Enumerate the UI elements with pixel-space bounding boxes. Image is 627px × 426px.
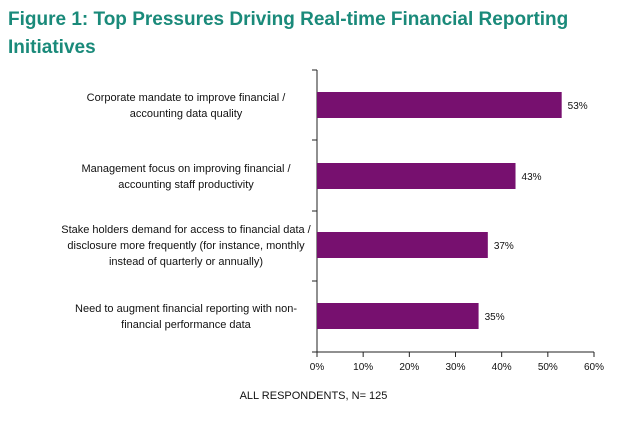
category-label-2: Stake holders demand for access to finan… xyxy=(61,224,311,268)
bar-0 xyxy=(317,92,562,118)
category-label-2-line-0: Stake holders demand for access to finan… xyxy=(61,224,311,236)
category-label-2-line-2: instead of quarterly or annually) xyxy=(109,256,263,268)
value-label-2: 37% xyxy=(494,241,514,252)
chart-title-line-2: Initiatives xyxy=(8,37,96,58)
value-label-1: 43% xyxy=(522,172,542,183)
value-label-3: 35% xyxy=(485,312,505,323)
x-tick-label-2: 20% xyxy=(399,362,419,373)
bar-2 xyxy=(317,232,488,258)
category-label-1-line-1: accounting staff productivity xyxy=(118,179,254,191)
value-label-0: 53% xyxy=(568,101,588,112)
category-label-1-line-0: Management focus on improving financial … xyxy=(81,163,291,175)
category-label-0-line-1: accounting data quality xyxy=(130,108,243,120)
chart-title: Figure 1: Top Pressures Driving Real-tim… xyxy=(8,6,608,62)
x-tick-label-4: 40% xyxy=(492,362,512,373)
category-label-3-line-0: Need to augment financial reporting with… xyxy=(75,303,297,315)
chart-title-line-1: Figure 1: Top Pressures Driving Real-tim… xyxy=(8,9,569,30)
category-label-0-line-0: Corporate mandate to improve financial / xyxy=(87,92,287,104)
respondents-note: ALL RESPONDENTS, N= 125 xyxy=(239,390,388,402)
x-tick-label-3: 30% xyxy=(445,362,465,373)
category-label-3-line-1: financial performance data xyxy=(121,319,252,331)
x-tick-label-0: 0% xyxy=(310,362,325,373)
x-tick-label-6: 60% xyxy=(584,362,604,373)
category-label-3: Need to augment financial reporting with… xyxy=(75,303,297,331)
bar-3 xyxy=(317,303,479,329)
bar-1 xyxy=(317,163,516,189)
x-tick-label-5: 50% xyxy=(538,362,558,373)
x-tick-label-1: 10% xyxy=(353,362,373,373)
category-label-2-line-1: disclosure more frequently (for instance… xyxy=(67,240,305,252)
category-label-1: Management focus on improving financial … xyxy=(81,163,291,191)
category-label-0: Corporate mandate to improve financial /… xyxy=(87,92,287,120)
